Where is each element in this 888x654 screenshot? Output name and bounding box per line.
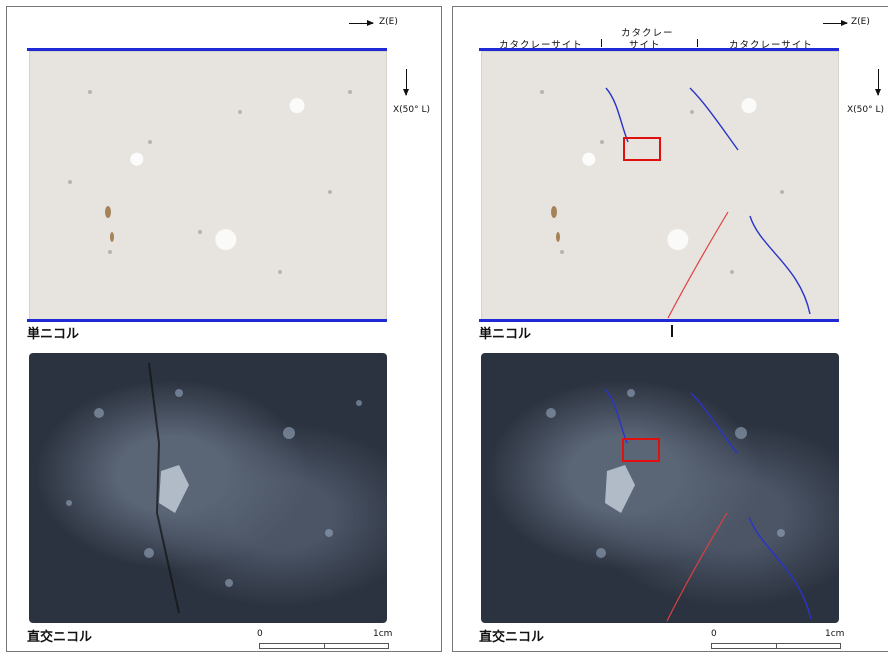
- zone-label-middle-line1: カタクレー: [621, 28, 674, 39]
- scale-bar: [259, 643, 389, 649]
- fault-trace-blue-2: [689, 87, 739, 151]
- fault-trace-red: [666, 512, 728, 622]
- zone-label-right: カタクレーサイト: [729, 40, 813, 51]
- top-boundary-line: [27, 48, 387, 51]
- caption-cross-nicol: 直交ニコル: [27, 630, 93, 645]
- x-axis-label: X(50° L): [393, 105, 431, 115]
- z-axis-label: Z(E): [851, 17, 870, 27]
- x-axis-arrow: [875, 69, 881, 96]
- zone-label-left: カタクレーサイト: [499, 40, 583, 51]
- z-axis-arrow: [823, 20, 848, 26]
- fault-trace-blue-3: [749, 215, 811, 315]
- zone-divider-right: [697, 39, 698, 47]
- fault-trace-blue-3: [748, 516, 812, 620]
- cross-polarized-photo: [29, 353, 387, 623]
- plane-polarized-photo: [29, 51, 387, 321]
- area-marker-box: [622, 438, 660, 462]
- scale-start-label: 0: [711, 629, 717, 639]
- z-axis-arrow: [349, 20, 374, 26]
- fault-trace-red: [667, 211, 729, 319]
- caption-cross-nicol: 直交ニコル: [479, 630, 545, 645]
- zone-divider-left: [601, 39, 602, 47]
- x-axis-label: X(50° L): [847, 105, 885, 115]
- z-axis-label: Z(E): [379, 17, 398, 27]
- cross-polarized-photo-annotated: [481, 353, 839, 623]
- xpl-annotations: [546, 388, 812, 622]
- bottom-boundary-line: [479, 319, 839, 322]
- left-figure-panel: Z(E) X(50° L) 単ニコル 直交ニコル 0: [6, 6, 442, 652]
- scale-end-label: 1cm: [373, 629, 393, 639]
- ppl-annotations: [540, 87, 811, 319]
- scale-start-label: 0: [257, 629, 263, 639]
- ppl-texture: [68, 90, 352, 274]
- caption-single-nicol: 単ニコル: [27, 327, 80, 342]
- fault-trace-blue-1: [604, 388, 628, 444]
- top-boundary-line: [479, 48, 839, 51]
- scale-end-label: 1cm: [825, 629, 845, 639]
- plane-polarized-photo-annotated: [481, 51, 839, 321]
- zone-label-middle-line2: サイト: [629, 40, 661, 51]
- fault-trace-blue-2: [690, 392, 738, 454]
- fault-trace-blue-1: [605, 87, 629, 143]
- bottom-boundary-line: [27, 319, 387, 322]
- position-tick: [671, 325, 673, 337]
- area-marker-box: [623, 137, 661, 161]
- xpl-texture: [66, 362, 362, 614]
- right-figure-panel: Z(E) X(50° L) カタクレーサイト カタクレー サイト カタクレーサイ…: [452, 6, 888, 652]
- caption-single-nicol: 単ニコル: [479, 327, 532, 342]
- x-axis-arrow: [403, 69, 409, 96]
- scale-bar: [711, 643, 841, 649]
